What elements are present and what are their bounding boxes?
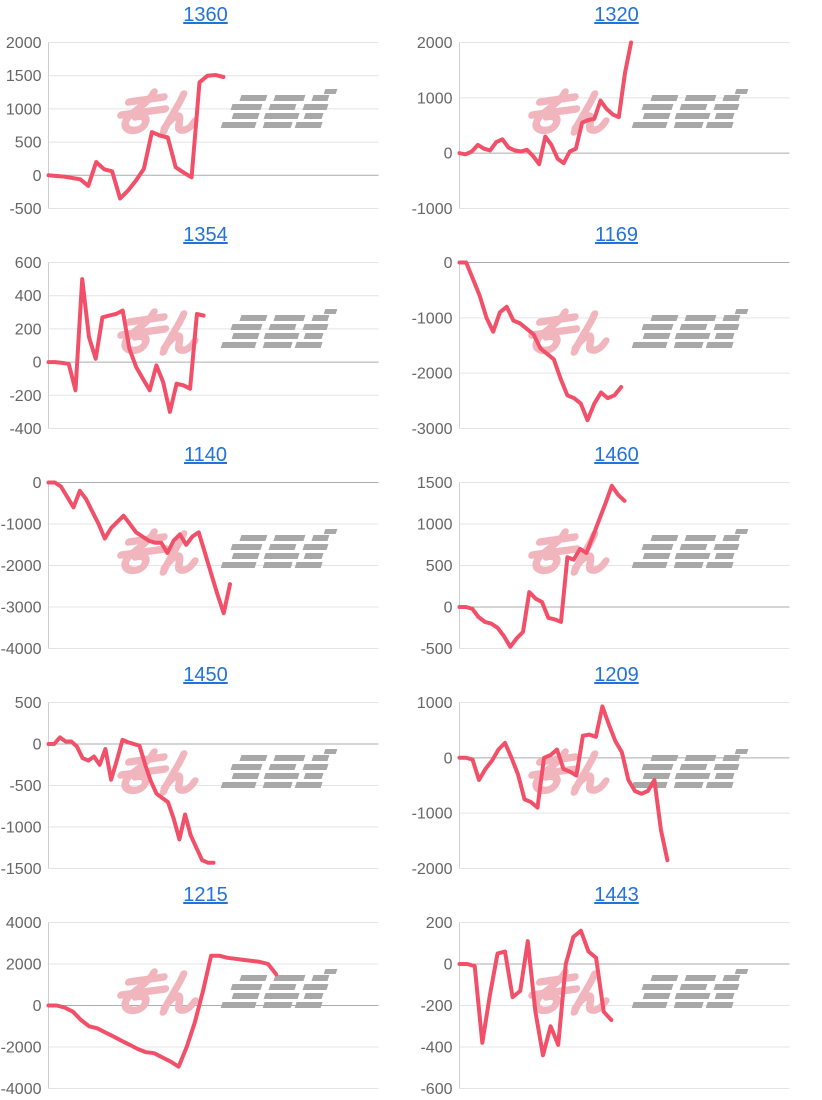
minrepo-watermark-icon (528, 748, 749, 796)
chart-cell-1354: 1354 600 400 200 0 -200 -400 (0, 220, 411, 440)
y-tick-label: 0 (444, 957, 453, 974)
y-tick-label: 1500 (6, 68, 42, 85)
y-tick-label: -1000 (1, 517, 42, 534)
chart-cell-1320: 1320 2000 1000 0 -1000 (411, 0, 822, 220)
chart-cell-1360: 1360 2000 1500 1000 500 0 -500 (0, 0, 411, 220)
y-tick-label: -600 (420, 1081, 452, 1098)
y-tick-label: 400 (15, 288, 42, 305)
line-chart: 0 -1000 -2000 -3000 -4000 (1, 475, 379, 658)
minrepo-watermark-icon (117, 748, 338, 796)
y-tick-label: 200 (426, 915, 453, 932)
chart-cell-1140: 1140 0 -1000 -2000 -3000 -4000 (0, 440, 411, 660)
line-chart: 0 -1000 -2000 -3000 (412, 255, 790, 438)
y-tick-label: 200 (15, 321, 42, 338)
y-tick-label: -2000 (412, 861, 453, 878)
series-line (457, 260, 624, 423)
machine-number-link[interactable]: 1209 (594, 664, 639, 686)
machine-number-link[interactable]: 1460 (594, 444, 639, 466)
y-tick-label: 0 (33, 475, 42, 492)
series-line (46, 735, 216, 865)
y-tick-label: -2000 (412, 366, 453, 383)
series-line (457, 40, 634, 167)
y-tick-label: 1500 (417, 475, 453, 492)
chart-cell-1169: 1169 0 -1000 -2000 -3000 (411, 220, 822, 440)
chart-cell-1450: 1450 500 0 -500 -1000 -1500 (0, 660, 411, 880)
series-line (46, 73, 226, 201)
minrepo-watermark-icon (117, 88, 338, 136)
line-chart: 4000 2000 0 -2000 -4000 (1, 915, 379, 1098)
y-tick-label: 500 (426, 558, 453, 575)
y-tick-label: -400 (420, 1040, 452, 1057)
series-line (46, 480, 232, 616)
y-tick-label: 2000 (417, 35, 453, 52)
y-tick-label: 0 (444, 750, 453, 767)
series-line (457, 704, 670, 863)
y-tick-label: 2000 (6, 957, 42, 974)
y-tick-label: -2000 (1, 1040, 42, 1057)
y-tick-label: -400 (9, 421, 41, 438)
minrepo-watermark-icon (117, 968, 338, 1016)
y-tick-label: 1000 (417, 695, 453, 712)
series-line (46, 953, 279, 1069)
chart-cell-1443: 1443 200 0 -200 -400 -600 (411, 880, 822, 1100)
minrepo-watermark-icon (528, 968, 749, 1016)
y-tick-label: -200 (9, 388, 41, 405)
line-chart: 500 0 -500 -1000 -1500 (1, 695, 379, 878)
y-tick-label: 0 (444, 146, 453, 163)
y-tick-label: -500 (420, 641, 452, 658)
machine-number-link[interactable]: 1360 (183, 4, 228, 26)
series-line (46, 277, 206, 414)
line-chart: 2000 1000 0 -1000 (412, 35, 790, 218)
y-tick-label: 600 (15, 255, 42, 272)
machine-number-link[interactable]: 1320 (594, 4, 639, 26)
y-tick-label: 0 (444, 255, 453, 272)
machine-number-link[interactable]: 1140 (183, 444, 227, 466)
chart-cell-1215: 1215 4000 2000 0 -2000 -4000 (0, 880, 411, 1100)
y-tick-label: 4000 (6, 915, 42, 932)
y-tick-label: -1000 (412, 310, 453, 327)
machine-number-link[interactable]: 1450 (183, 664, 228, 686)
y-tick-label: 1000 (417, 90, 453, 107)
y-tick-label: -1000 (412, 806, 453, 823)
minrepo-watermark-icon (528, 308, 749, 356)
minrepo-watermark-icon (528, 88, 749, 136)
line-chart: 200 0 -200 -400 -600 (420, 915, 790, 1098)
line-chart: 2000 1500 1000 500 0 -500 (6, 35, 379, 218)
y-tick-label: -4000 (1, 1081, 42, 1098)
y-tick-label: 1000 (417, 517, 453, 534)
machine-number-link[interactable]: 1354 (183, 224, 228, 246)
y-tick-label: 1000 (6, 101, 42, 118)
y-tick-label: -1000 (412, 201, 453, 218)
machine-number-link[interactable]: 1169 (594, 224, 638, 246)
y-tick-label: -3000 (412, 421, 453, 438)
y-tick-label: 0 (33, 737, 42, 754)
y-tick-label: -3000 (1, 600, 42, 617)
y-tick-label: 0 (33, 998, 42, 1015)
line-chart: 1000 0 -1000 -2000 (412, 695, 790, 878)
y-tick-label: 0 (444, 600, 453, 617)
chart-cell-1209: 1209 1000 0 -1000 -2000 (411, 660, 822, 880)
series-line (457, 483, 627, 649)
line-chart: 600 400 200 0 -200 -400 (9, 255, 379, 438)
machine-number-link[interactable]: 1215 (183, 884, 228, 906)
minrepo-watermark-icon (117, 308, 338, 356)
y-tick-label: -1500 (1, 861, 42, 878)
y-tick-label: -200 (420, 998, 452, 1015)
y-tick-label: -500 (9, 201, 41, 218)
y-tick-label: 2000 (6, 35, 42, 52)
y-tick-label: -4000 (1, 641, 42, 658)
y-tick-label: 500 (15, 695, 42, 712)
machine-number-link[interactable]: 1443 (594, 884, 639, 906)
y-tick-label: -2000 (1, 558, 42, 575)
chart-cell-1460: 1460 1500 1000 500 0 -500 (411, 440, 822, 660)
y-tick-label: -500 (9, 778, 41, 795)
y-tick-label: -1000 (1, 820, 42, 837)
y-tick-label: 0 (33, 355, 42, 372)
y-tick-label: 500 (15, 135, 42, 152)
series-line (457, 928, 614, 1058)
y-tick-label: 0 (33, 168, 42, 185)
line-chart: 1500 1000 500 0 -500 (417, 475, 790, 658)
